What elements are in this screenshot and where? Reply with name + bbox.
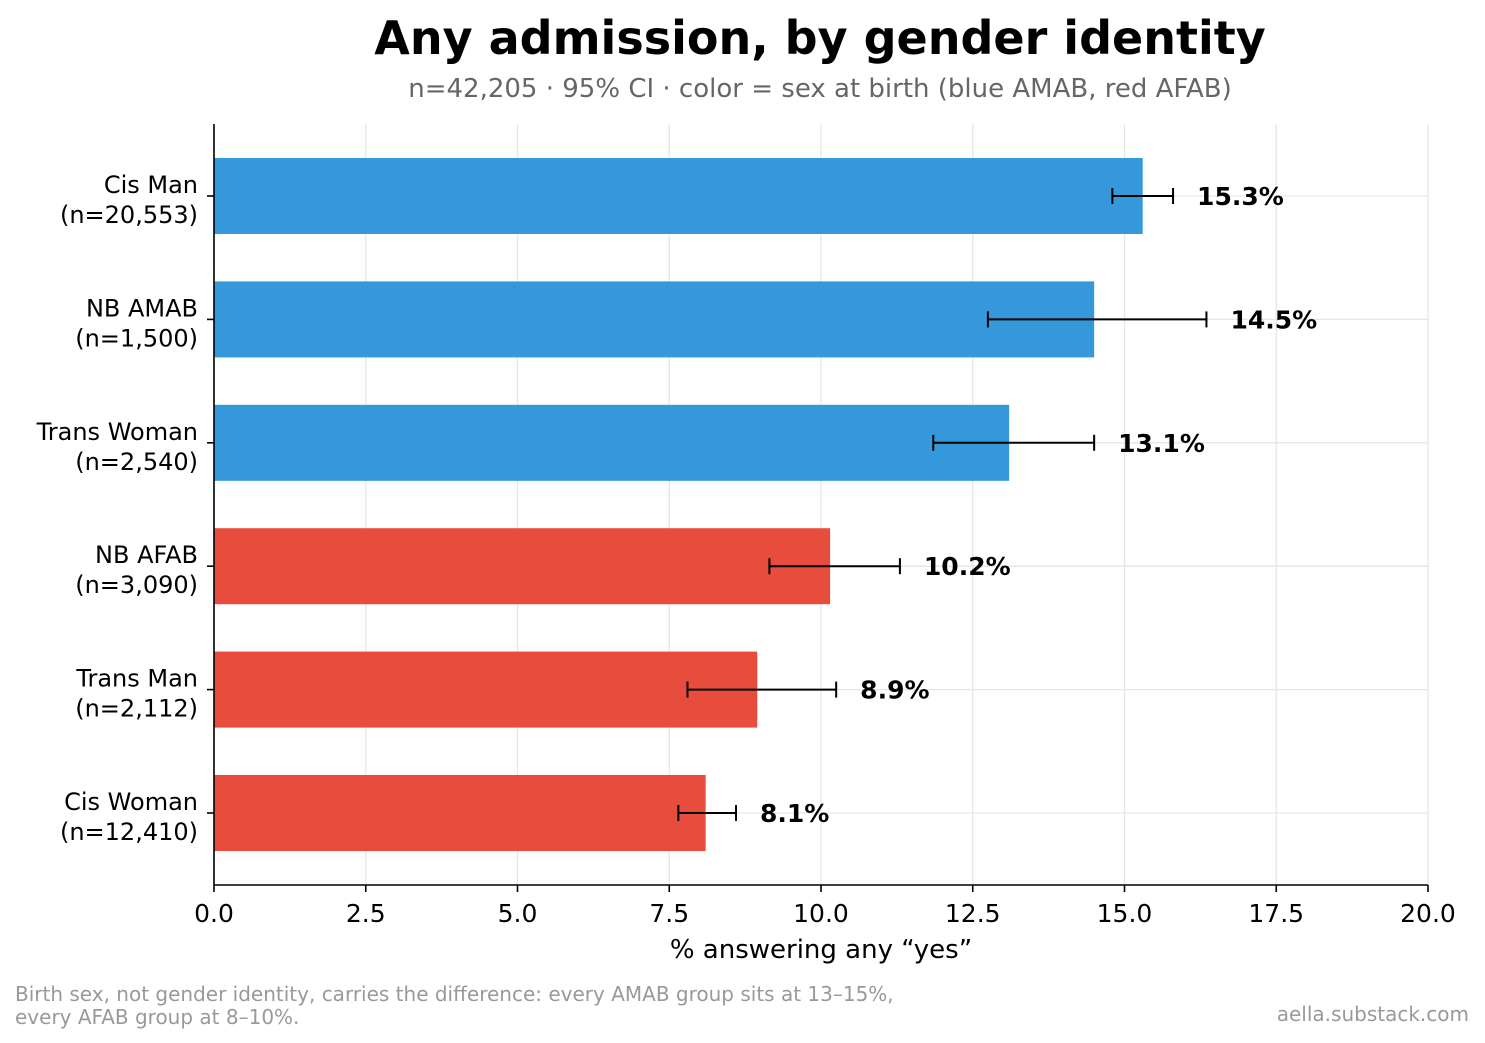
- value-label: 14.5%: [1230, 305, 1317, 334]
- value-label: 13.1%: [1118, 429, 1205, 458]
- category-count-label: (n=20,553): [60, 201, 198, 229]
- x-tick-label: 7.5: [649, 899, 689, 928]
- chart-title: Any admission, by gender identity: [374, 11, 1265, 65]
- category-count-label: (n=2,112): [75, 695, 198, 723]
- category-count-label: (n=12,410): [60, 818, 198, 846]
- x-tick-label: 17.5: [1248, 899, 1304, 928]
- bar: [214, 651, 758, 728]
- value-label: 15.3%: [1197, 182, 1284, 211]
- value-label: 10.2%: [924, 552, 1011, 581]
- footnote-line: Birth sex, not gender identity, carries …: [15, 982, 894, 1006]
- category-count-label: (n=3,090): [75, 571, 198, 599]
- x-tick-label: 0.0: [194, 899, 234, 928]
- x-tick-labels: 0.0 2.5 5.0 7.5 10.0 12.5 15.0 17.5 20.0: [194, 899, 1456, 928]
- footnote-line: every AFAB group at 8–10%.: [15, 1005, 299, 1029]
- grid: [213, 124, 1429, 885]
- x-tick-label: 15.0: [1097, 899, 1153, 928]
- x-tick-label: 10.0: [793, 899, 849, 928]
- category-label: Trans Man: [75, 665, 198, 693]
- x-axis-label: % answering any “yes”: [670, 935, 972, 965]
- value-labels: 15.3% 14.5% 13.1% 10.2% 8.9% 8.1%: [760, 182, 1317, 828]
- axes: [207, 124, 1429, 892]
- error-bars: [677, 188, 1208, 821]
- bar: [214, 158, 1143, 234]
- value-label: 8.1%: [760, 799, 829, 828]
- bar: [214, 404, 1010, 481]
- category-count-label: (n=1,500): [75, 324, 198, 352]
- bar: [214, 775, 706, 851]
- category-label: Trans Woman: [36, 418, 198, 446]
- x-tick-label: 5.0: [498, 899, 538, 928]
- category-label: NB AFAB: [95, 541, 198, 569]
- category-count-label: (n=2,540): [75, 448, 198, 476]
- x-tick-label: 12.5: [945, 899, 1001, 928]
- bars: [214, 158, 1143, 851]
- category-label: Cis Woman: [64, 788, 198, 816]
- x-tick-label: 2.5: [346, 899, 386, 928]
- bar: [214, 281, 1095, 358]
- y-tick-labels: Cis Man(n=20,553) NB AMAB(n=1,500) Trans W…: [36, 171, 198, 846]
- x-tick-label: 20.0: [1400, 899, 1456, 928]
- credit-label: aella.substack.com: [1277, 1002, 1469, 1026]
- value-label: 8.9%: [860, 676, 929, 705]
- category-label: Cis Man: [104, 171, 198, 199]
- category-label: NB AMAB: [86, 294, 198, 322]
- bar: [214, 528, 831, 605]
- chart-subtitle: n=42,205 · 95% CI · color = sex at birth…: [408, 74, 1232, 104]
